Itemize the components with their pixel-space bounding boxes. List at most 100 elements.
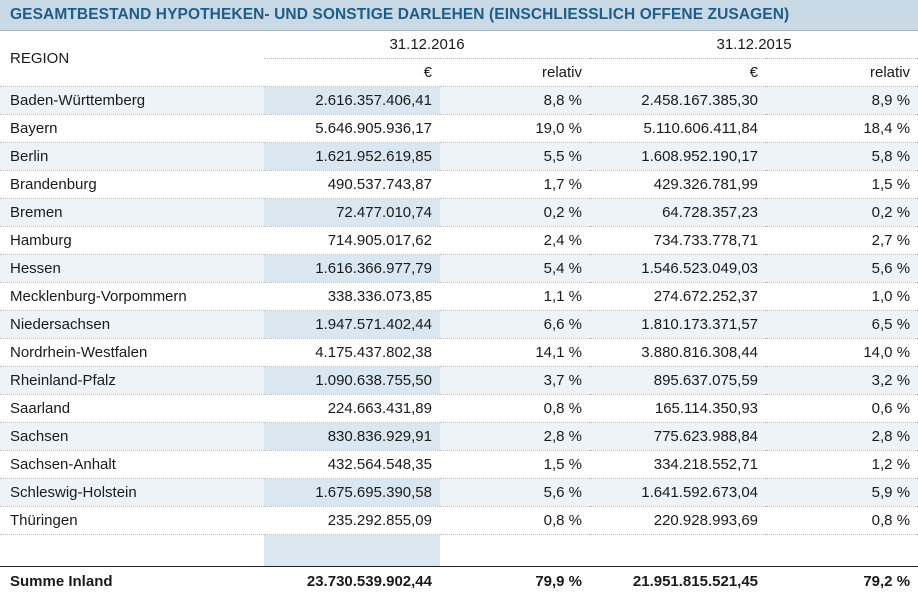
eur-2016-cell: 2.616.357.406,41 xyxy=(264,87,440,115)
region-cell: Brandenburg xyxy=(0,171,264,199)
relative-2016-cell: 8,8 % xyxy=(440,87,590,115)
relative-2016-cell: 2,4 % xyxy=(440,227,590,255)
relative-2016-cell: 5,5 % xyxy=(440,143,590,171)
relative-2015-cell: 18,4 % xyxy=(766,115,918,143)
relative-2016-cell: 1,1 % xyxy=(440,283,590,311)
total-relative-2015: 79,2 % xyxy=(766,567,918,597)
total-eur-2015: 21.951.815.521,45 xyxy=(590,567,766,597)
eur-2015-cell: 165.114.350,93 xyxy=(590,395,766,423)
eur-2016-cell: 1.616.366.977,79 xyxy=(264,255,440,283)
relative-2015-cell: 1,5 % xyxy=(766,171,918,199)
region-cell: Rheinland-Pfalz xyxy=(0,367,264,395)
eur-2015-cell: 220.928.993,69 xyxy=(590,507,766,535)
eur-2015-cell: 2.458.167.385,30 xyxy=(590,87,766,115)
relative-2015-cell: 8,9 % xyxy=(766,87,918,115)
date-header-2015: 31.12.2015 xyxy=(590,31,918,59)
eur-2016-cell: 714.905.017,62 xyxy=(264,227,440,255)
relative-2015-cell: 1,0 % xyxy=(766,283,918,311)
region-cell: Baden-Württemberg xyxy=(0,87,264,115)
spacer-row xyxy=(0,535,918,567)
region-cell: Bayern xyxy=(0,115,264,143)
relative-2016-cell: 0,8 % xyxy=(440,507,590,535)
relative-2015-cell: 5,6 % xyxy=(766,255,918,283)
eur-2015-cell: 64.728.357,23 xyxy=(590,199,766,227)
eur-2016-cell: 235.292.855,09 xyxy=(264,507,440,535)
eur-2016-cell: 1.090.638.755,50 xyxy=(264,367,440,395)
relative-2016-cell: 2,8 % xyxy=(440,423,590,451)
relative-2015-cell: 0,6 % xyxy=(766,395,918,423)
relative-2015-cell: 14,0 % xyxy=(766,339,918,367)
region-cell: Bremen xyxy=(0,199,264,227)
eur-2016-cell: 432.564.548,35 xyxy=(264,451,440,479)
eur-2015-cell: 734.733.778,71 xyxy=(590,227,766,255)
relative-2016-cell: 5,4 % xyxy=(440,255,590,283)
eur-header-2015: € xyxy=(590,59,766,87)
region-cell: Sachsen-Anhalt xyxy=(0,451,264,479)
eur-2016-cell: 72.477.010,74 xyxy=(264,199,440,227)
relative-2015-cell: 5,9 % xyxy=(766,479,918,507)
header-row-dates: REGION 31.12.2016 31.12.2015 xyxy=(0,31,918,59)
eur-2015-cell: 1.641.592.673,04 xyxy=(590,479,766,507)
relative-2016-cell: 14,1 % xyxy=(440,339,590,367)
loans-table: REGION 31.12.2016 31.12.2015 € relativ €… xyxy=(0,31,918,597)
region-cell: Mecklenburg-Vorpommern xyxy=(0,283,264,311)
eur-2016-cell: 4.175.437.802,38 xyxy=(264,339,440,367)
region-cell: Berlin xyxy=(0,143,264,171)
eur-2015-cell: 429.326.781,99 xyxy=(590,171,766,199)
eur-2015-cell: 5.110.606.411,84 xyxy=(590,115,766,143)
relative-2016-cell: 5,6 % xyxy=(440,479,590,507)
relative-2016-cell: 1,5 % xyxy=(440,451,590,479)
relative-2016-cell: 3,7 % xyxy=(440,367,590,395)
eur-2016-cell: 338.336.073,85 xyxy=(264,283,440,311)
eur-2016-cell: 1.675.695.390,58 xyxy=(264,479,440,507)
relative-2015-cell: 6,5 % xyxy=(766,311,918,339)
relative-2015-cell: 3,2 % xyxy=(766,367,918,395)
total-eur-2016: 23.730.539.902,44 xyxy=(264,567,440,597)
relative-header-2016: relativ xyxy=(440,59,590,87)
total-label: Summe Inland xyxy=(0,567,264,597)
eur-2015-cell: 895.637.075,59 xyxy=(590,367,766,395)
relative-header-2015: relativ xyxy=(766,59,918,87)
eur-2016-cell: 1.621.952.619,85 xyxy=(264,143,440,171)
eur-2016-cell: 830.836.929,91 xyxy=(264,423,440,451)
region-cell: Nordrhein-Westfalen xyxy=(0,339,264,367)
region-header: REGION xyxy=(0,31,264,87)
title-bar: GESAMTBESTAND HYPOTHEKEN- UND SONSTIGE D… xyxy=(0,0,918,31)
eur-2015-cell: 1.608.952.190,17 xyxy=(590,143,766,171)
region-cell: Hessen xyxy=(0,255,264,283)
table-title: GESAMTBESTAND HYPOTHEKEN- UND SONSTIGE D… xyxy=(10,6,789,24)
eur-2016-cell: 490.537.743,87 xyxy=(264,171,440,199)
relative-2016-cell: 19,0 % xyxy=(440,115,590,143)
eur-2015-cell: 3.880.816.308,44 xyxy=(590,339,766,367)
eur-2015-cell: 1.546.523.049,03 xyxy=(590,255,766,283)
relative-2015-cell: 0,8 % xyxy=(766,507,918,535)
eur-2016-cell: 1.947.571.402,44 xyxy=(264,311,440,339)
total-relative-2016: 79,9 % xyxy=(440,567,590,597)
eur-2015-cell: 1.810.173.371,57 xyxy=(590,311,766,339)
region-cell: Hamburg xyxy=(0,227,264,255)
relative-2015-cell: 2,7 % xyxy=(766,227,918,255)
region-cell: Thüringen xyxy=(0,507,264,535)
region-cell: Schleswig-Holstein xyxy=(0,479,264,507)
region-cell: Niedersachsen xyxy=(0,311,264,339)
relative-2016-cell: 1,7 % xyxy=(440,171,590,199)
relative-2015-cell: 0,2 % xyxy=(766,199,918,227)
relative-2016-cell: 0,2 % xyxy=(440,199,590,227)
eur-2016-cell: 224.663.431,89 xyxy=(264,395,440,423)
eur-2015-cell: 274.672.252,37 xyxy=(590,283,766,311)
